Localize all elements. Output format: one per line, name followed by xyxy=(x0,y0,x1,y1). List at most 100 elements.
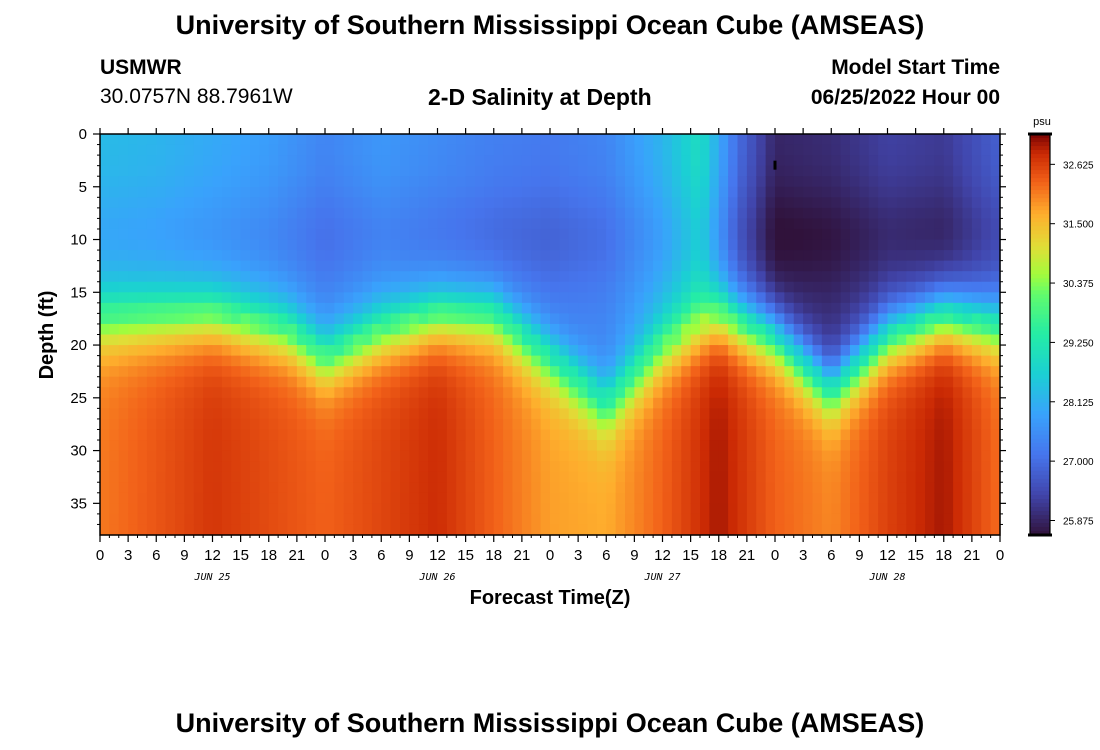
heatmap-cell xyxy=(390,176,401,188)
heatmap-cell xyxy=(446,471,457,483)
heatmap-cell xyxy=(690,134,701,146)
heatmap-cell xyxy=(962,186,973,198)
heatmap-cell xyxy=(681,524,692,536)
heatmap-cell xyxy=(821,197,832,209)
heatmap-cell xyxy=(128,323,139,336)
x-tick-label: 9 xyxy=(180,547,188,564)
heatmap-cell xyxy=(887,440,898,452)
heatmap-cell xyxy=(878,260,889,272)
heatmap-cell xyxy=(896,207,907,220)
heatmap-cell xyxy=(146,250,157,262)
heatmap-cell xyxy=(962,228,973,241)
heatmap-cell xyxy=(737,271,748,283)
heatmap-cell xyxy=(540,186,551,198)
heatmap-cell xyxy=(831,313,842,325)
heatmap-cell xyxy=(221,260,232,272)
heatmap-cell xyxy=(831,302,842,314)
heatmap-cell xyxy=(887,292,898,304)
heatmap-cell xyxy=(925,408,935,420)
heatmap-cell xyxy=(812,313,823,325)
heatmap-cell xyxy=(887,524,898,536)
colorbar-segment xyxy=(1030,246,1050,251)
heatmap-cell xyxy=(953,482,964,494)
heatmap-cell xyxy=(287,134,298,146)
heatmap-cell xyxy=(653,408,664,420)
heatmap-cell xyxy=(634,492,645,504)
heatmap-cell xyxy=(943,503,954,515)
heatmap-cell xyxy=(250,345,260,357)
heatmap-cell xyxy=(493,503,504,515)
heatmap-cell xyxy=(615,524,626,536)
heatmap-cell xyxy=(615,513,626,526)
station-name: USMWR xyxy=(100,56,182,79)
heatmap-cell xyxy=(765,281,776,293)
heatmap-cell xyxy=(990,281,1001,293)
heatmap-cell xyxy=(465,345,476,357)
heatmap-cell xyxy=(671,376,682,388)
heatmap-cell xyxy=(953,429,964,441)
heatmap-cell xyxy=(484,228,495,241)
heatmap-cell xyxy=(428,281,439,293)
heatmap-cell xyxy=(146,461,157,473)
heatmap-cell xyxy=(203,176,214,188)
heatmap-cell xyxy=(137,524,148,536)
heatmap-cell xyxy=(925,134,935,146)
heatmap-cell xyxy=(625,387,635,399)
heatmap-cell xyxy=(962,450,973,462)
heatmap-cell xyxy=(268,144,279,156)
heatmap-cell xyxy=(296,144,307,156)
heatmap-cell xyxy=(906,144,917,156)
heatmap-cell xyxy=(231,144,242,156)
heatmap-cell xyxy=(540,323,551,336)
heatmap-cell xyxy=(212,197,223,209)
heatmap-cell xyxy=(953,471,964,483)
heatmap-cell xyxy=(943,323,954,336)
heatmap-cell xyxy=(109,482,120,494)
heatmap-cell xyxy=(868,355,879,367)
colorbar-segment xyxy=(1030,302,1050,308)
heatmap-cell xyxy=(428,471,439,483)
heatmap-cell xyxy=(100,186,110,198)
heatmap-cell xyxy=(118,334,129,346)
heatmap-cell xyxy=(231,165,242,177)
heatmap-cell xyxy=(296,323,307,336)
heatmap-cell xyxy=(118,376,129,388)
heatmap-cell xyxy=(240,134,251,146)
heatmap-cell xyxy=(240,260,251,272)
heatmap-cell xyxy=(175,218,185,230)
heatmap-cell xyxy=(306,197,317,209)
heatmap-cell xyxy=(540,345,551,357)
heatmap-cell xyxy=(287,440,298,452)
heatmap-cell xyxy=(456,155,467,167)
heatmap-cell xyxy=(259,366,270,378)
heatmap-cell xyxy=(484,334,495,346)
heatmap-cell xyxy=(596,155,607,167)
heatmap-cell xyxy=(971,313,982,325)
heatmap-cell xyxy=(990,134,1001,146)
heatmap-cell xyxy=(409,471,420,483)
heatmap-cell xyxy=(615,197,626,209)
heatmap-cell xyxy=(765,366,776,378)
heatmap-cell xyxy=(990,387,1001,399)
heatmap-cell xyxy=(437,313,448,325)
heatmap-cell xyxy=(390,207,401,220)
heatmap-cell xyxy=(971,144,982,156)
heatmap-cell xyxy=(953,397,964,409)
heatmap-cell xyxy=(334,165,345,177)
heatmap-cell xyxy=(437,176,448,188)
heatmap-cell xyxy=(559,418,570,431)
heatmap-cell xyxy=(531,366,542,378)
heatmap-cell xyxy=(812,197,823,209)
heatmap-cell xyxy=(503,228,514,241)
heatmap-cell xyxy=(128,482,139,494)
heatmap-cell xyxy=(925,461,935,473)
heatmap-cell xyxy=(671,239,682,251)
heatmap-cell xyxy=(784,228,795,241)
heatmap-cell xyxy=(596,450,607,462)
heatmap-cell xyxy=(212,387,223,399)
heatmap-cell xyxy=(709,355,720,367)
heatmap-cell xyxy=(128,387,139,399)
heatmap-cell xyxy=(278,524,289,536)
heatmap-cell xyxy=(381,260,392,272)
heatmap-cell xyxy=(971,186,982,198)
